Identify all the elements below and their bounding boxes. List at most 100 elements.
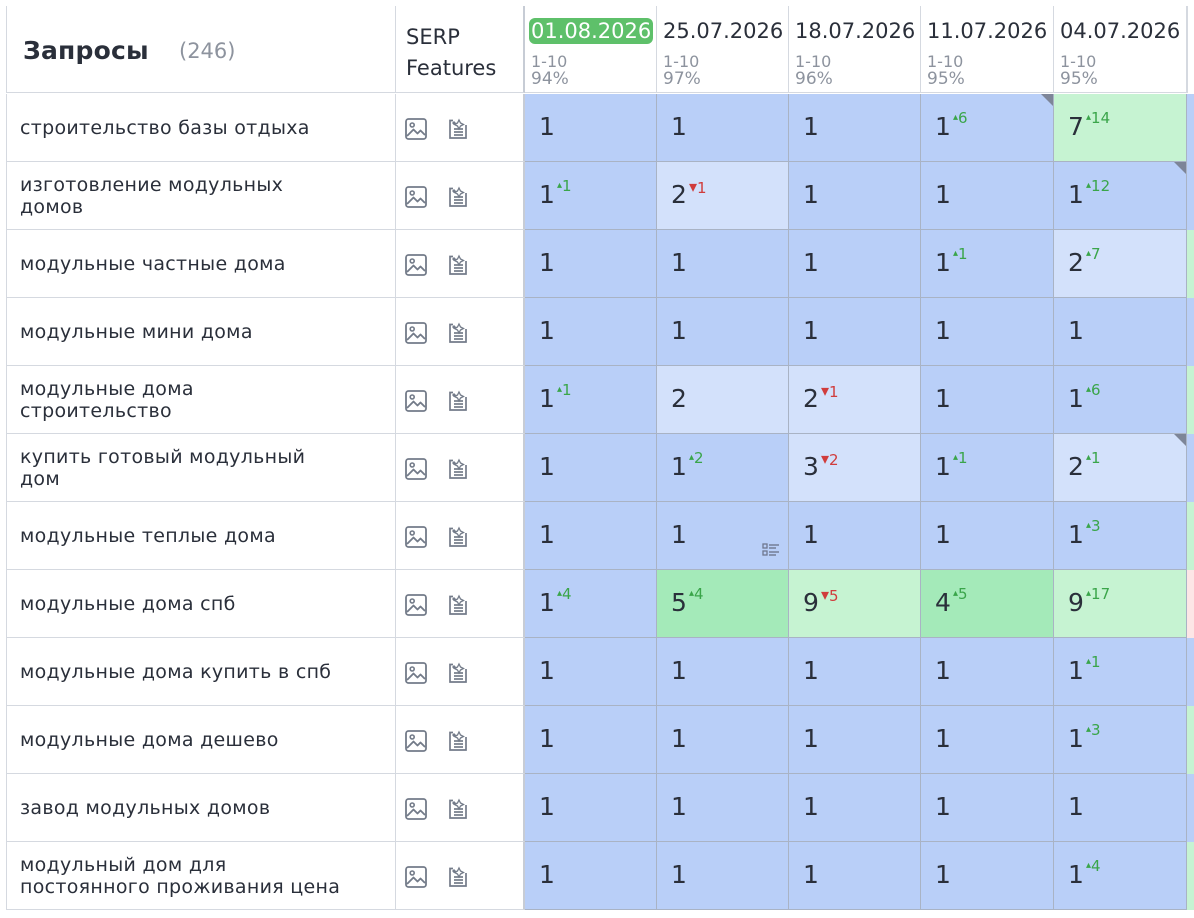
query-row[interactable]: модульные дома купить в спб <box>6 638 396 706</box>
position-cell[interactable]: 2 ▴1 <box>1054 434 1187 502</box>
position-change: ▾2 <box>821 449 839 469</box>
position-cell[interactable]: 1 <box>525 774 657 842</box>
position-cell[interactable]: 1 <box>657 842 789 910</box>
query-text[interactable]: строительство базы отдыха <box>20 116 310 139</box>
position-cell[interactable]: 1 <box>657 298 789 366</box>
position-cell[interactable]: 1 <box>921 162 1054 230</box>
position-cell[interactable]: 1 ▴12 <box>1054 162 1187 230</box>
queries-column-header[interactable]: Запросы (246) <box>6 6 396 93</box>
date-column-header[interactable]: 04.07.2026 1-10 95% <box>1054 6 1187 93</box>
position-cell[interactable]: 4 ▴5 <box>921 570 1054 638</box>
position-cell[interactable]: 1 <box>789 706 921 774</box>
position-cell[interactable]: 1 <box>921 298 1054 366</box>
top-range-label: 1-10 <box>927 52 964 71</box>
date-column-header[interactable]: 18.07.2026 1-10 96% <box>789 6 921 93</box>
query-text[interactable]: модульные дома строительство <box>20 377 194 422</box>
query-row[interactable]: модульные дома дешево <box>6 706 396 774</box>
position-cell[interactable]: 1 <box>789 230 921 298</box>
position-cell[interactable]: 1 <box>525 842 657 910</box>
position-cell[interactable]: 2 ▴7 <box>1054 230 1187 298</box>
position-cell[interactable]: 1 <box>789 774 921 842</box>
serp-features-cell <box>396 774 525 842</box>
position-cell[interactable]: 1 <box>921 366 1054 434</box>
arrow-up-icon: ▴ <box>1086 384 1092 395</box>
position-cell[interactable]: 3 ▾2 <box>789 434 921 502</box>
position-cell[interactable]: 1 <box>921 502 1054 570</box>
query-row[interactable]: модульные мини дома <box>6 298 396 366</box>
position-cell[interactable]: 1 ▴6 <box>921 94 1054 162</box>
query-row[interactable]: изготовление модульных домов <box>6 162 396 230</box>
position-cell[interactable]: 1 <box>525 94 657 162</box>
position-cell[interactable]: 1 ▴6 <box>1054 366 1187 434</box>
query-text[interactable]: модульные дома спб <box>20 592 236 615</box>
position-cell[interactable]: 2 <box>657 366 789 434</box>
query-row[interactable]: модульные дома строительство <box>6 366 396 434</box>
position-cell[interactable]: 1 <box>525 230 657 298</box>
position-cell[interactable]: 2 ▾1 <box>789 366 921 434</box>
position-cell[interactable]: 5 ▴4 <box>657 570 789 638</box>
position-cell[interactable]: 2 ▾1 <box>657 162 789 230</box>
position-cell[interactable]: 1 ▴1 <box>1054 638 1187 706</box>
query-text[interactable]: модульные частные дома <box>20 252 286 275</box>
position-cell[interactable]: 1 <box>921 842 1054 910</box>
query-row[interactable]: завод модульных домов <box>6 774 396 842</box>
position-cell[interactable]: 1 <box>657 706 789 774</box>
position-cell[interactable]: 1 <box>789 638 921 706</box>
position-cell[interactable]: 7 ▴14 <box>1054 94 1187 162</box>
position-cell[interactable]: 1 <box>657 502 789 570</box>
position-cell[interactable]: 1 ▴2 <box>657 434 789 502</box>
arrow-up-icon: ▴ <box>1086 656 1092 667</box>
position-value: 1 <box>671 860 687 889</box>
position-cell[interactable]: 1 <box>1054 298 1187 366</box>
query-text[interactable]: модульные дома купить в спб <box>20 660 332 683</box>
position-cell[interactable]: 1 ▴1 <box>921 434 1054 502</box>
position-cell[interactable]: 1 ▴1 <box>921 230 1054 298</box>
position-cell[interactable]: 1 ▴4 <box>525 570 657 638</box>
query-text[interactable]: модульные теплые дома <box>20 524 276 547</box>
position-cell[interactable]: 1 <box>525 638 657 706</box>
position-cell[interactable]: 1 <box>657 774 789 842</box>
position-cell[interactable]: 1 ▴1 <box>525 366 657 434</box>
position-cell[interactable]: 1 <box>525 706 657 774</box>
date-column-header[interactable]: 01.08.2026 1-10 94% <box>525 6 657 93</box>
position-cell[interactable]: 1 <box>525 298 657 366</box>
query-row[interactable]: модульные частные дома <box>6 230 396 298</box>
position-value: 1 <box>935 248 951 277</box>
query-row[interactable]: модульные теплые дома <box>6 502 396 570</box>
query-row[interactable]: строительство базы отдыха <box>6 94 396 162</box>
query-text[interactable]: модульные дома дешево <box>20 728 279 751</box>
position-cell[interactable]: 9 ▾5 <box>789 570 921 638</box>
position-cell[interactable]: 1 <box>921 706 1054 774</box>
query-text[interactable]: купить готовый модульный дом <box>20 445 306 490</box>
position-cell[interactable]: 1 ▴3 <box>1054 706 1187 774</box>
position-cell[interactable]: 9 ▴17 <box>1054 570 1187 638</box>
snippet-list-icon[interactable] <box>762 541 780 560</box>
position-value: 1 <box>1068 792 1084 821</box>
position-cell[interactable]: 1 ▴3 <box>1054 502 1187 570</box>
date-column-header[interactable]: 25.07.2026 1-10 97% <box>657 6 789 93</box>
query-text[interactable]: модульный дом для постоянного проживания… <box>20 853 341 898</box>
position-cell[interactable]: 1 <box>921 774 1054 842</box>
position-cell[interactable]: 1 <box>789 162 921 230</box>
position-cell[interactable]: 1 <box>525 502 657 570</box>
next-column-edge <box>1187 162 1194 230</box>
query-text[interactable]: завод модульных домов <box>20 796 271 819</box>
position-cell[interactable]: 1 <box>1054 774 1187 842</box>
position-cell[interactable]: 1 <box>789 502 921 570</box>
query-text[interactable]: модульные мини дома <box>20 320 253 343</box>
position-cell[interactable]: 1 <box>657 230 789 298</box>
query-row[interactable]: купить готовый модульный дом <box>6 434 396 502</box>
position-cell[interactable]: 1 ▴1 <box>525 162 657 230</box>
date-column-header[interactable]: 11.07.2026 1-10 95% <box>921 6 1054 93</box>
position-cell[interactable]: 1 <box>789 298 921 366</box>
position-cell[interactable]: 1 ▴4 <box>1054 842 1187 910</box>
query-row[interactable]: модульные дома спб <box>6 570 396 638</box>
position-cell[interactable]: 1 <box>657 94 789 162</box>
position-cell[interactable]: 1 <box>657 638 789 706</box>
position-cell[interactable]: 1 <box>789 94 921 162</box>
query-row[interactable]: модульный дом для постоянного проживания… <box>6 842 396 910</box>
position-cell[interactable]: 1 <box>525 434 657 502</box>
position-cell[interactable]: 1 <box>921 638 1054 706</box>
position-cell[interactable]: 1 <box>789 842 921 910</box>
query-text[interactable]: изготовление модульных домов <box>20 173 284 218</box>
